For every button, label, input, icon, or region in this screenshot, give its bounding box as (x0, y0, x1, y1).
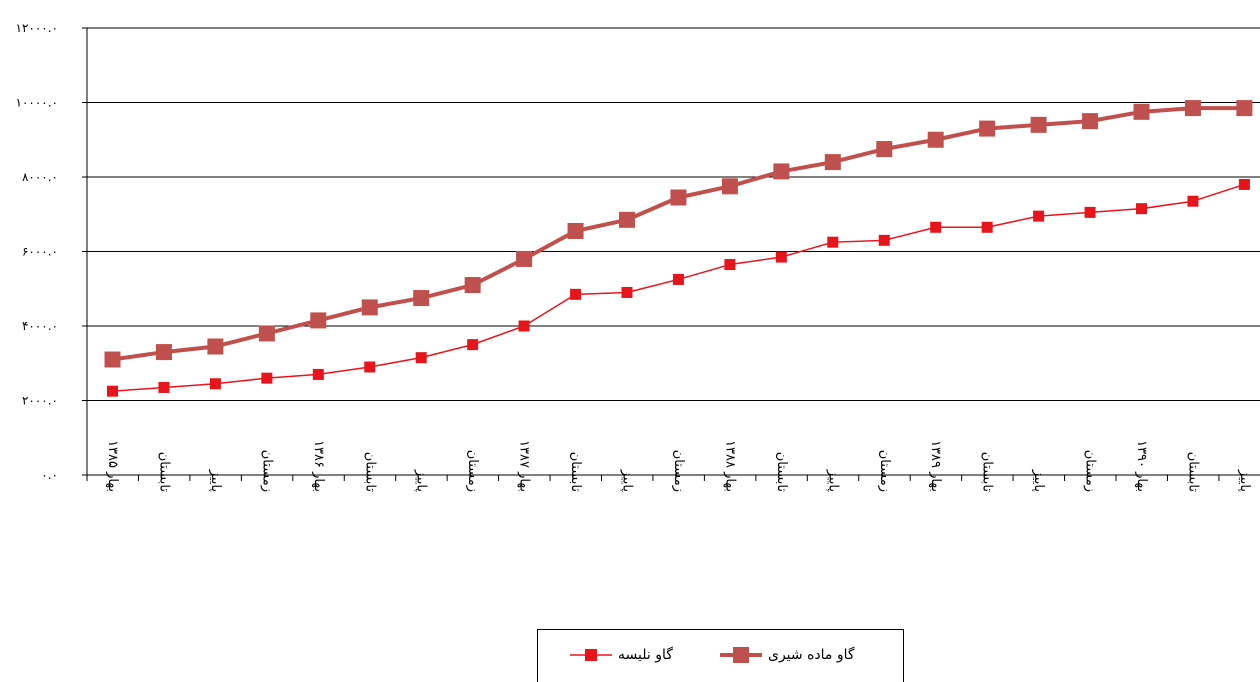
data-point-heifers (1238, 178, 1250, 190)
legend-swatch-heifers (570, 649, 612, 661)
x-tick-label: بهار ۱۳۸۷ (517, 440, 532, 492)
data-point-heifers (261, 372, 273, 384)
data-point-heifers (415, 352, 427, 364)
x-tick-label: پاییز (1237, 469, 1252, 493)
data-point-heifers (570, 288, 582, 300)
x-tick-label: بهار ۱۳۸۵ (105, 440, 120, 492)
y-tick-label: ۸۰۰۰.۰ (22, 170, 58, 184)
legend-swatch-dairy-cows (720, 647, 762, 663)
gridlines (87, 27, 1260, 401)
data-point-heifers (724, 259, 736, 271)
x-tick-label: تابستان (774, 452, 789, 493)
data-point-dairy-cows (1133, 103, 1150, 120)
data-point-dairy-cows (979, 120, 996, 137)
x-tick-label: زمستان (671, 450, 686, 492)
legend: گاو ماده شیری گاو نلیسه (537, 629, 904, 682)
data-point-dairy-cows (567, 223, 584, 240)
x-tick-label: تابستان (362, 452, 377, 493)
series-line-heifers (112, 183, 1245, 392)
x-tick-label: زمستان (259, 450, 274, 492)
data-point-heifers (621, 286, 633, 298)
data-point-dairy-cows (721, 178, 738, 195)
data-point-dairy-cows (927, 131, 944, 148)
data-point-dairy-cows (104, 351, 121, 368)
x-tick-label: بهار ۱۳۸۹ (928, 440, 943, 492)
data-point-dairy-cows (670, 189, 687, 206)
data-point-dairy-cows (773, 163, 790, 180)
data-point-dairy-cows (361, 299, 378, 316)
data-point-heifers (158, 381, 170, 393)
data-point-dairy-cows (413, 290, 430, 307)
series-dairy-cows (104, 100, 1253, 368)
y-tick-label: ۶۰۰۰.۰ (22, 245, 58, 259)
x-tick-label: تابستان (1185, 452, 1200, 493)
x-tick-label: بهار ۱۳۹۰ (1134, 440, 1149, 492)
x-tick-label: بهار ۱۳۸۶ (311, 440, 326, 492)
y-tick-label: ۲۰۰۰.۰ (22, 394, 58, 408)
data-point-heifers (1187, 195, 1199, 207)
x-tick-label: زمستان (1083, 450, 1098, 492)
data-point-dairy-cows (258, 325, 275, 342)
data-point-heifers (981, 221, 993, 233)
data-point-heifers (878, 234, 890, 246)
x-tick-label: تابستان (156, 452, 171, 493)
data-point-dairy-cows (1236, 100, 1253, 117)
x-tick-label: بهار ۱۳۸۸ (722, 440, 737, 492)
data-point-dairy-cows (464, 277, 481, 294)
data-point-dairy-cows (516, 250, 533, 267)
legend-label-heifers: گاو نلیسه (618, 647, 673, 663)
x-tick-label: پاییز (414, 469, 429, 493)
data-point-heifers (1033, 210, 1045, 222)
y-tick-label: ۴۰۰۰.۰ (22, 319, 58, 333)
data-point-dairy-cows (824, 154, 841, 171)
data-point-dairy-cows (1082, 113, 1099, 130)
data-point-dairy-cows (1030, 116, 1047, 133)
y-tick-label: ۱۰۰۰۰.۰ (16, 96, 59, 110)
y-axis-tick-labels: ۰.۰ ۲۰۰۰.۰ ۴۰۰۰.۰ ۶۰۰۰.۰ ۸۰۰۰.۰ ۱۰۰۰۰.۰ ۱۲۰۰۰.… (16, 21, 59, 482)
series-heifers (107, 178, 1250, 397)
data-point-heifers (775, 251, 787, 263)
series (104, 100, 1253, 397)
data-point-heifers (827, 236, 839, 248)
data-point-heifers (672, 273, 684, 285)
x-axis-tick-labels: بهار ۱۳۸۵ تابستان پاییز زمستان بهار ۱۳۸۶ تابس… (105, 440, 1252, 492)
data-point-dairy-cows (155, 344, 172, 361)
x-tick-label: پاییز (825, 469, 840, 493)
x-tick-label: پاییز (208, 469, 223, 493)
data-point-heifers (930, 221, 942, 233)
y-tick-label: ۰.۰ (41, 468, 58, 482)
legend-label-dairy-cows: گاو ماده شیری (768, 647, 855, 663)
data-point-heifers (1136, 203, 1147, 215)
legend-item-dairy-cows: گاو ماده شیری (718, 644, 855, 666)
data-point-dairy-cows (876, 141, 893, 158)
x-tick-label: تابستان (980, 452, 995, 493)
data-point-heifers (364, 361, 376, 373)
data-point-dairy-cows (207, 338, 224, 355)
data-point-heifers (107, 385, 118, 397)
data-point-heifers (467, 339, 479, 351)
data-point-dairy-cows (619, 211, 635, 228)
y-tick-label: ۱۲۰۰۰.۰ (16, 21, 59, 35)
x-tick-label: زمستان (877, 450, 892, 492)
x-tick-label: تابستان (568, 452, 583, 493)
x-tick-label: پاییز (620, 469, 635, 493)
data-point-heifers (209, 378, 221, 390)
x-tick-label: پاییز (1031, 469, 1046, 493)
data-point-dairy-cows (310, 312, 327, 329)
axes (82, 27, 1260, 481)
x-tick-label: زمستان (465, 450, 480, 492)
data-point-heifers (312, 368, 324, 380)
legend-item-heifers: گاو نلیسه (568, 644, 673, 666)
data-point-dairy-cows (1184, 100, 1201, 117)
data-point-heifers (1084, 206, 1096, 218)
data-point-heifers (518, 320, 530, 332)
series-line-dairy-cows (112, 106, 1245, 362)
